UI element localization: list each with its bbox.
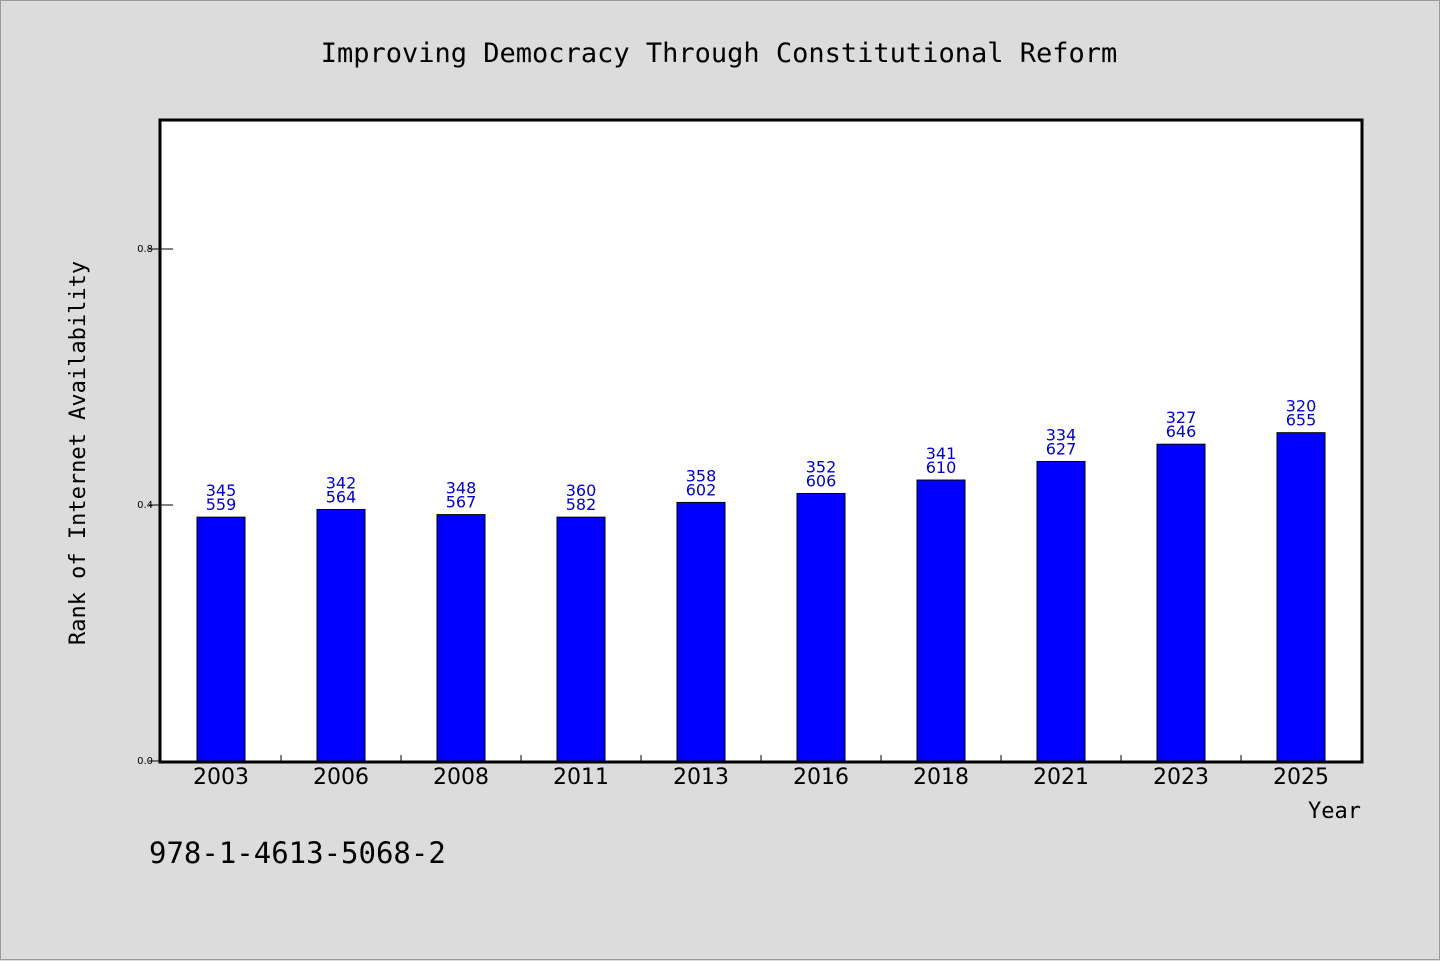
data-label-bottom-2023: 646	[1166, 422, 1197, 441]
x-tick-label-2013: 2013	[673, 765, 729, 790]
data-label-top-2018: 341	[926, 444, 957, 463]
bar-2003	[196, 516, 246, 762]
bar-2018	[916, 479, 966, 762]
bar-2016	[796, 492, 846, 762]
data-label-bottom-2016: 606	[806, 471, 837, 490]
bar-2013	[676, 501, 726, 762]
bar-2021	[1036, 460, 1086, 762]
y-tick-label-0.8: 0.8	[137, 244, 153, 255]
x-axis-label: Year	[1308, 799, 1361, 824]
data-label-top-2011: 360	[566, 481, 597, 500]
x-tick-label-2021: 2021	[1033, 765, 1089, 790]
data-label-top-2016: 352	[806, 457, 837, 476]
data-label-top-2025: 320	[1286, 397, 1317, 416]
data-label-bottom-2021: 627	[1046, 439, 1077, 458]
x-tick-label-2016: 2016	[793, 765, 849, 790]
x-tick-label-2018: 2018	[913, 765, 969, 790]
data-label-bottom-2013: 602	[686, 480, 717, 499]
y-axis-label: Rank of Internet Availability	[66, 261, 91, 645]
y-tick-label-0.0: 0.0	[137, 756, 153, 767]
data-label-top-2008: 348	[446, 479, 477, 498]
bar-2006	[316, 508, 366, 762]
isbn-text: 978-1-4613-5068-2	[149, 836, 446, 870]
bar-2023	[1156, 443, 1206, 762]
x-tick-label-2023: 2023	[1153, 765, 1209, 790]
data-label-top-2003: 345	[206, 481, 237, 500]
x-tick-label-2011: 2011	[553, 765, 609, 790]
data-label-bottom-2003: 559	[206, 495, 237, 514]
y-tick-label-0.4: 0.4	[137, 500, 153, 511]
data-label-top-2013: 358	[686, 466, 717, 485]
x-tick-label-2025: 2025	[1273, 765, 1329, 790]
data-label-top-2021: 334	[1046, 425, 1077, 444]
data-label-bottom-2006: 564	[326, 487, 357, 506]
x-tick-label-2003: 2003	[193, 765, 249, 790]
bar-2008	[436, 514, 486, 762]
bar-2025	[1276, 432, 1326, 762]
data-label-bottom-2011: 582	[566, 495, 597, 514]
data-label-bottom-2025: 655	[1286, 411, 1317, 430]
data-label-top-2023: 327	[1166, 408, 1197, 427]
plot-border	[158, 118, 1364, 764]
bar-2011	[556, 516, 606, 762]
x-ticks-group: 2003 2006 2008 2011 2013 2016 2018 2021 2023 2025	[193, 755, 1329, 790]
chart-title: Improving Democracy Through Constitution…	[321, 38, 1118, 69]
x-tick-label-2006: 2006	[313, 765, 369, 790]
data-label-bottom-2008: 567	[446, 493, 477, 512]
data-label-bottom-2018: 610	[926, 458, 957, 477]
data-label-top-2006: 342	[326, 473, 357, 492]
x-tick-label-2008: 2008	[433, 765, 489, 790]
